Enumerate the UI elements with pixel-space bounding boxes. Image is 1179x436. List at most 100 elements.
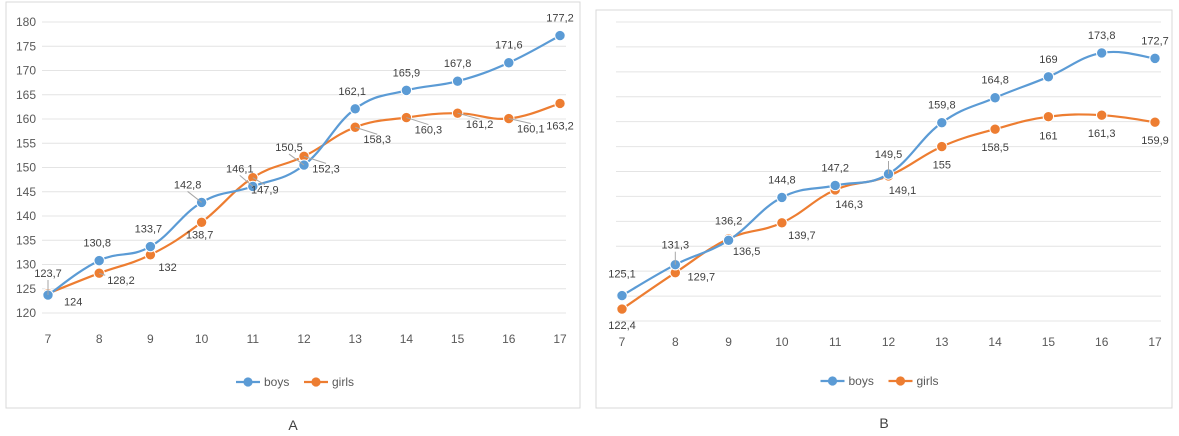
x-tick-label: 8	[672, 335, 679, 349]
label-leader-line	[303, 155, 327, 164]
x-tick-label: 13	[349, 332, 363, 346]
y-tick-label: 145	[16, 185, 36, 199]
data-label-boys: 173,8	[1088, 30, 1116, 42]
data-label-boys: 136,2	[715, 215, 743, 227]
data-label-boys: 177,2	[546, 13, 574, 25]
data-label-girls: 149,1	[889, 185, 917, 197]
data-label-girls: 146,3	[835, 199, 863, 211]
label-leader-line	[406, 117, 429, 126]
data-label-girls: 155	[933, 160, 951, 172]
x-tick-label: 10	[195, 332, 209, 346]
legend-marker-boys	[827, 376, 838, 386]
data-point-boys	[93, 254, 105, 267]
data-label-girls: 152,3	[312, 163, 340, 175]
label-leader-line	[99, 272, 106, 276]
data-label-boys: 162,1	[338, 86, 366, 98]
x-tick-label: 9	[725, 335, 732, 349]
legend-label-girls: girls	[917, 374, 939, 388]
y-tick-label: 125	[16, 282, 36, 296]
data-label-boys: 147,2	[821, 162, 849, 174]
data-label-girls: 159,9	[1141, 135, 1169, 147]
data-label-girls: 136,5	[733, 246, 761, 258]
data-label-boys: 164,8	[981, 75, 1009, 87]
data-label-girls: 160,1	[517, 124, 545, 136]
data-label-boys: 130,8	[83, 238, 111, 250]
data-label-girls: 122,4	[608, 320, 636, 332]
panel-letter: B	[879, 415, 888, 431]
data-point-boys	[1042, 71, 1055, 83]
y-tick-label: 170	[16, 64, 36, 78]
data-point-boys	[722, 234, 735, 246]
x-tick-label: 17	[1148, 335, 1162, 349]
label-leader-line	[187, 191, 202, 203]
data-point-girls	[1096, 109, 1108, 121]
data-label-boys: 167,8	[444, 58, 472, 70]
chart-panel-a: 120 125 130 135 140 145 150 155 160 165 170 175 180 7…	[5, 1, 581, 433]
x-tick-label: 13	[935, 335, 949, 349]
legend-marker-girls	[895, 376, 906, 386]
data-point-girls	[93, 267, 105, 279]
data-label-boys: 150,5	[275, 142, 303, 154]
data-point-boys	[936, 116, 948, 129]
label-leader-line	[239, 175, 254, 187]
data-label-girls: 160,3	[415, 125, 443, 137]
data-label-boys: 149,5	[875, 149, 903, 161]
data-point-boys	[776, 191, 788, 204]
data-point-boys	[1096, 47, 1108, 59]
data-label-girls: 124	[64, 297, 82, 309]
data-label-girls: 158,3	[363, 134, 391, 146]
chart-frame	[5, 1, 581, 409]
data-label-boys: 171,6	[495, 40, 523, 52]
legend-marker-girls	[311, 377, 321, 387]
data-label-boys: 169	[1039, 54, 1057, 66]
chart-frame	[595, 9, 1173, 409]
x-tick-label: 14	[400, 332, 414, 346]
data-label-girls: 161	[1039, 131, 1057, 143]
chart-b: 7 8 9 10 11 12 13 14 15 16 17 125,1 131,3 136,2 144,8 1…	[595, 9, 1173, 431]
data-label-girls: 128,2	[107, 275, 135, 287]
y-tick-label: 160	[16, 112, 36, 126]
y-tick-label: 130	[16, 258, 36, 272]
data-label-boys: 125,1	[608, 269, 636, 281]
data-label-boys: 165,9	[393, 67, 421, 79]
legend-marker-boys	[243, 377, 253, 387]
x-tick-label: 14	[988, 335, 1002, 349]
x-tick-label: 16	[502, 332, 516, 346]
label-leader-line	[508, 118, 531, 125]
data-label-girls: 129,7	[688, 272, 716, 284]
label-leader-line	[355, 126, 378, 135]
data-label-girls: 158,5	[981, 142, 1009, 154]
data-point-boys	[400, 84, 413, 97]
y-tick-label: 135	[16, 233, 36, 247]
x-tick-label: 11	[829, 335, 842, 349]
x-tick-label: 17	[553, 332, 567, 346]
data-point-girls	[1149, 116, 1161, 128]
data-label-boys: 159,8	[928, 100, 956, 112]
x-tick-label: 16	[1095, 335, 1109, 349]
data-label-boys: 123,7	[34, 268, 62, 280]
data-point-boys	[989, 92, 1001, 104]
data-point-boys	[451, 75, 464, 87]
label-leader-line	[288, 153, 305, 166]
panel-letter: A	[288, 417, 298, 433]
y-tick-label: 120	[16, 306, 36, 320]
data-point-girls	[936, 140, 948, 153]
y-tick-label: 140	[16, 209, 36, 223]
data-point-boys	[616, 289, 628, 302]
x-tick-label: 15	[451, 332, 465, 346]
x-tick-label: 9	[147, 332, 154, 346]
y-tick-label: 165	[16, 88, 36, 102]
data-point-girls	[400, 111, 413, 124]
legend-label-girls: girls	[332, 375, 354, 389]
chart-a: 120 125 130 135 140 145 150 155 160 165 170 175 180 7…	[5, 1, 581, 433]
legend-label-boys: boys	[849, 374, 874, 388]
x-tick-label: 12	[297, 332, 311, 346]
data-point-girls	[776, 217, 788, 229]
data-label-boys: 146,1	[226, 163, 254, 175]
data-point-girls	[195, 216, 208, 229]
data-label-girls: 132	[158, 262, 176, 274]
data-label-boys: 133,7	[135, 224, 163, 236]
y-tick-label: 155	[16, 136, 36, 150]
x-tick-label: 10	[775, 335, 789, 349]
data-point-boys	[829, 179, 841, 192]
